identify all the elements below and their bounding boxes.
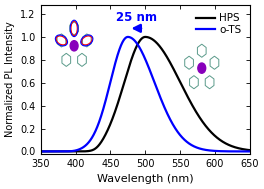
Line: HPS: HPS <box>41 37 250 151</box>
o-TS <box>129 36 132 38</box>
HPS <box>75 150 78 153</box>
Legend: HPS, o-TS: HPS, o-TS <box>193 10 245 38</box>
o-TS <box>126 36 129 38</box>
HPS <box>39 150 42 153</box>
o-TS <box>63 150 66 153</box>
o-TS <box>75 149 78 151</box>
o-TS <box>119 45 122 47</box>
HPS <box>248 149 252 151</box>
HPS <box>63 150 66 153</box>
HPS <box>244 149 247 151</box>
o-TS <box>222 150 225 152</box>
o-TS <box>244 150 247 153</box>
HPS <box>222 141 225 143</box>
o-TS <box>39 150 42 153</box>
Y-axis label: Normalized PL Intensity: Normalized PL Intensity <box>5 21 15 137</box>
HPS <box>128 63 131 65</box>
Line: o-TS: o-TS <box>41 37 250 151</box>
HPS <box>144 36 147 38</box>
X-axis label: Wavelength (nm): Wavelength (nm) <box>97 174 194 184</box>
o-TS <box>248 150 252 153</box>
Text: 25 nm: 25 nm <box>116 11 157 24</box>
HPS <box>119 92 122 95</box>
